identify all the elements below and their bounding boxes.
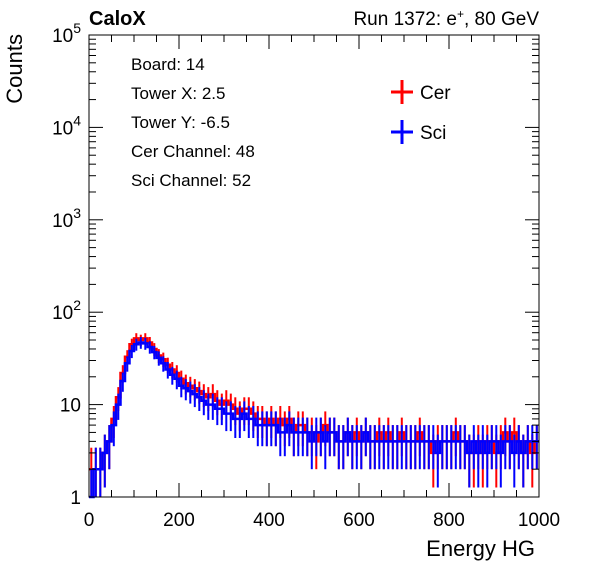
info-box: Board: 14 Tower X: 2.5 Tower Y: -6.5 Cer… [131, 55, 255, 190]
axis-ticks: 0 200 400 600 800 1000 1 10 102 103 104 105 [52, 20, 560, 531]
x-tick-label: 0 [84, 510, 95, 531]
legend-marker-sci [391, 120, 413, 144]
legend-label-cer: Cer [420, 83, 451, 104]
experiment-label: CaloX [89, 8, 146, 30]
x-tick-label: 200 [163, 510, 195, 531]
info-line-sci-channel: Sci Channel: 52 [131, 171, 251, 190]
info-line-cer-channel: Cer Channel: 48 [131, 142, 255, 161]
series-sci [89, 337, 539, 499]
info-line-board: Board: 14 [131, 55, 205, 74]
plot-frame [88, 34, 540, 498]
y-tick-label: 10 [60, 396, 81, 417]
y-axis-title: Counts [2, 34, 27, 104]
x-tick-label: 800 [433, 510, 465, 531]
series-layer [89, 333, 539, 499]
y-tick-label: 105 [52, 20, 81, 47]
y-tick-label: 104 [52, 112, 81, 139]
x-axis-title: Energy HG [426, 536, 535, 561]
series-line-sci [89, 341, 539, 499]
x-tick-label: 600 [343, 510, 375, 531]
x-tick-label: 400 [253, 510, 285, 531]
legend: Cer Sci [391, 80, 451, 144]
info-line-tower-x: Tower X: 2.5 [131, 84, 226, 103]
y-tick-label: 1 [70, 488, 81, 509]
legend-marker-cer [391, 80, 413, 104]
y-tick-label: 103 [52, 205, 81, 232]
y-tick-label: 102 [52, 297, 81, 324]
legend-label-sci: Sci [420, 123, 446, 144]
x-tick-label: 1000 [518, 510, 560, 531]
info-line-tower-y: Tower Y: -6.5 [131, 113, 230, 132]
run-label: Run 1372: e+, 80 GeV [353, 7, 539, 30]
